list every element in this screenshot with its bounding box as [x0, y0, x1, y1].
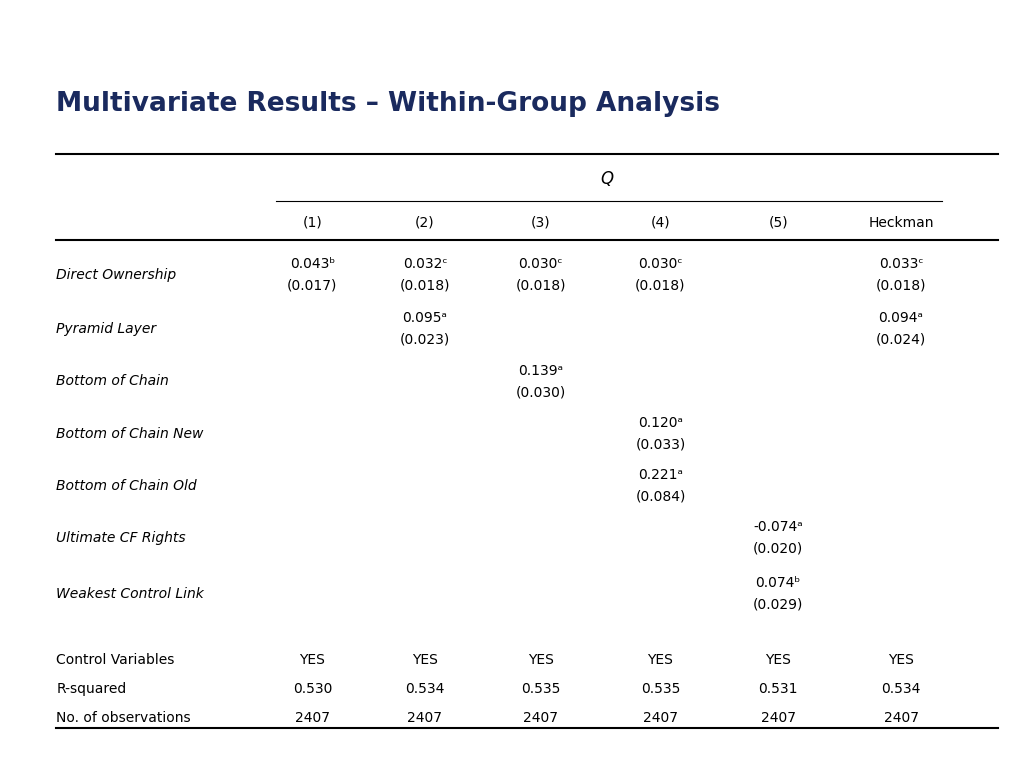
Text: 2407: 2407: [523, 710, 558, 725]
Text: Control Variables: Control Variables: [56, 653, 175, 667]
Text: 0.120ᵃ: 0.120ᵃ: [638, 415, 683, 430]
Text: (0.084): (0.084): [635, 489, 686, 504]
Text: 0.030ᶜ: 0.030ᶜ: [518, 257, 563, 271]
Text: 0.534: 0.534: [406, 682, 444, 697]
Text: 0.095ᵃ: 0.095ᵃ: [402, 311, 447, 326]
Text: 2407: 2407: [884, 710, 919, 725]
Text: YES: YES: [765, 653, 792, 667]
Text: YES: YES: [527, 653, 554, 667]
Text: YES: YES: [647, 653, 674, 667]
Text: 0.033ᶜ: 0.033ᶜ: [879, 257, 924, 271]
Text: 0.535: 0.535: [641, 682, 680, 697]
Text: 2407: 2407: [761, 710, 796, 725]
Text: (0.017): (0.017): [287, 279, 338, 293]
Text: Pyramid Layer: Pyramid Layer: [56, 322, 157, 336]
Text: (0.023): (0.023): [399, 333, 451, 347]
Text: Direct Ownership: Direct Ownership: [56, 268, 176, 282]
Text: R-squared: R-squared: [56, 682, 127, 697]
Text: 0.531: 0.531: [759, 682, 798, 697]
Text: (0.018): (0.018): [399, 279, 451, 293]
Text: 0.530: 0.530: [293, 682, 332, 697]
Text: 0.074ᵇ: 0.074ᵇ: [756, 576, 801, 591]
Text: Bottom of Chain: Bottom of Chain: [56, 374, 169, 389]
Text: 2407: 2407: [643, 710, 678, 725]
Text: YES: YES: [299, 653, 326, 667]
Text: 0.094ᵃ: 0.094ᵃ: [879, 311, 924, 326]
Text: YES: YES: [412, 653, 438, 667]
Text: (4): (4): [650, 216, 671, 230]
Text: (0.018): (0.018): [635, 279, 686, 293]
Text: Ultimate CF Rights: Ultimate CF Rights: [56, 531, 186, 545]
Text: YES: YES: [888, 653, 914, 667]
Text: -0.074ᵃ: -0.074ᵃ: [754, 520, 803, 535]
Text: 0.030ᶜ: 0.030ᶜ: [638, 257, 683, 271]
Text: (0.020): (0.020): [753, 541, 804, 556]
Text: 0.043ᵇ: 0.043ᵇ: [290, 257, 335, 271]
Text: 0.032ᶜ: 0.032ᶜ: [402, 257, 447, 271]
Text: (0.024): (0.024): [876, 333, 927, 347]
Text: Weakest Control Link: Weakest Control Link: [56, 587, 204, 601]
Text: (0.033): (0.033): [635, 437, 686, 452]
Text: (0.018): (0.018): [876, 279, 927, 293]
Text: (0.029): (0.029): [753, 598, 804, 612]
Text: Bottom of Chain Old: Bottom of Chain Old: [56, 478, 197, 493]
Text: 0.221ᵃ: 0.221ᵃ: [638, 468, 683, 482]
Text: No. of observations: No. of observations: [56, 710, 190, 725]
Text: Multivariate Results – Within-Group Analysis: Multivariate Results – Within-Group Anal…: [56, 91, 720, 117]
Text: Bottom of Chain New: Bottom of Chain New: [56, 426, 204, 441]
Text: 2407: 2407: [295, 710, 330, 725]
Text: (1): (1): [302, 216, 323, 230]
Text: (5): (5): [768, 216, 788, 230]
Text: Q: Q: [600, 170, 613, 188]
Text: (3): (3): [530, 216, 551, 230]
Text: (0.030): (0.030): [515, 385, 566, 399]
Text: (0.018): (0.018): [515, 279, 566, 293]
Text: 0.535: 0.535: [521, 682, 560, 697]
Text: 0.139ᵃ: 0.139ᵃ: [518, 363, 563, 378]
Text: Heckman: Heckman: [868, 216, 934, 230]
Text: 2407: 2407: [408, 710, 442, 725]
Text: (2): (2): [415, 216, 435, 230]
Text: 0.534: 0.534: [882, 682, 921, 697]
